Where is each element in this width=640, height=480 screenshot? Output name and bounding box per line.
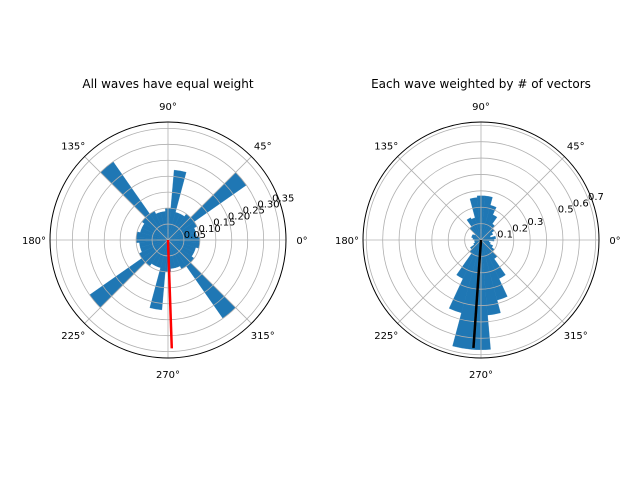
grid-spoke xyxy=(397,239,482,324)
angle-tick-label: 180° xyxy=(22,236,46,247)
bar xyxy=(167,239,236,319)
angle-tick-label: 135° xyxy=(61,141,85,152)
angle-ticks: 0° 45° 90° 135° 180° 225° 270° 315° xyxy=(22,102,308,381)
bar xyxy=(466,217,482,241)
mean-vector-line xyxy=(472,239,483,348)
grid-spoke xyxy=(167,156,252,241)
bars xyxy=(448,195,508,350)
angle-tick-label: 225° xyxy=(374,331,398,342)
radial-tick-label: 0.2 xyxy=(512,223,528,234)
radial-tick-label: 0.7 xyxy=(588,192,604,203)
angle-tick-label: 225° xyxy=(61,331,85,342)
polar-frame xyxy=(49,121,287,359)
grid-spoke xyxy=(480,156,565,241)
polar-frame xyxy=(362,121,600,359)
grid-spoke xyxy=(84,156,169,241)
radial-ticks: 0.050.100.150.200.250.300.35 xyxy=(184,193,295,241)
bar xyxy=(167,169,187,241)
radial-ticks: 0.10.20.3 0.50.60.7 xyxy=(497,192,604,241)
angle-tick-label: 90° xyxy=(159,102,177,113)
grid-spoke xyxy=(167,239,252,324)
radial-tick-label: 0.10 xyxy=(198,224,220,235)
radial-tick-label: 0.3 xyxy=(527,217,543,228)
chart-title: All waves have equal weight xyxy=(82,77,254,91)
angle-tick-label: 270° xyxy=(156,370,180,381)
bar xyxy=(480,239,494,248)
angle-tick-label: 270° xyxy=(469,370,493,381)
radial-tick-label: 0.5 xyxy=(558,205,574,216)
radial-tick-label: 0.6 xyxy=(573,198,589,209)
radial-tick-label: 0.1 xyxy=(497,230,513,241)
angle-tick-label: 0° xyxy=(609,236,620,247)
grid xyxy=(363,122,599,358)
angle-tick-label: 315° xyxy=(564,331,588,342)
angle-tick-label: 45° xyxy=(567,141,585,152)
grid-spoke xyxy=(84,239,169,324)
radial-tick-label: 0.35 xyxy=(272,193,294,204)
polar-chart-equal-weight: All waves have equal weight 0° 45° 90° 135°… xyxy=(22,77,308,381)
radial-tick-label: 0.30 xyxy=(257,199,279,210)
radial-tick-label: 0.05 xyxy=(184,230,206,241)
angle-tick-label: 90° xyxy=(472,102,490,113)
bar xyxy=(471,235,482,241)
radial-tick-label: 0.25 xyxy=(243,205,265,216)
bar xyxy=(480,239,490,243)
grid-spoke xyxy=(480,239,565,324)
angle-tick-label: 315° xyxy=(251,331,275,342)
bars xyxy=(89,161,247,319)
bar xyxy=(480,239,491,245)
bar xyxy=(472,237,482,241)
polar-chart-weighted: Each wave weighted by # of vectors 0° 45°… xyxy=(335,77,621,381)
bar xyxy=(480,239,506,279)
angle-tick-label: 45° xyxy=(254,141,272,152)
radial-tick-label: 0.15 xyxy=(213,218,235,229)
angle-tick-label: 135° xyxy=(374,141,398,152)
mean-vector-line xyxy=(166,239,174,349)
bar xyxy=(149,239,169,311)
chart-title: Each wave weighted by # of vectors xyxy=(371,77,591,91)
grid-spoke xyxy=(397,156,482,241)
angle-tick-label: 180° xyxy=(335,236,359,247)
radial-tick-label: 0.20 xyxy=(228,212,250,223)
angle-ticks: 0° 45° 90° 135° 180° 225° 270° 315° xyxy=(335,102,621,381)
bar xyxy=(100,161,169,241)
angle-tick-label: 0° xyxy=(296,236,307,247)
